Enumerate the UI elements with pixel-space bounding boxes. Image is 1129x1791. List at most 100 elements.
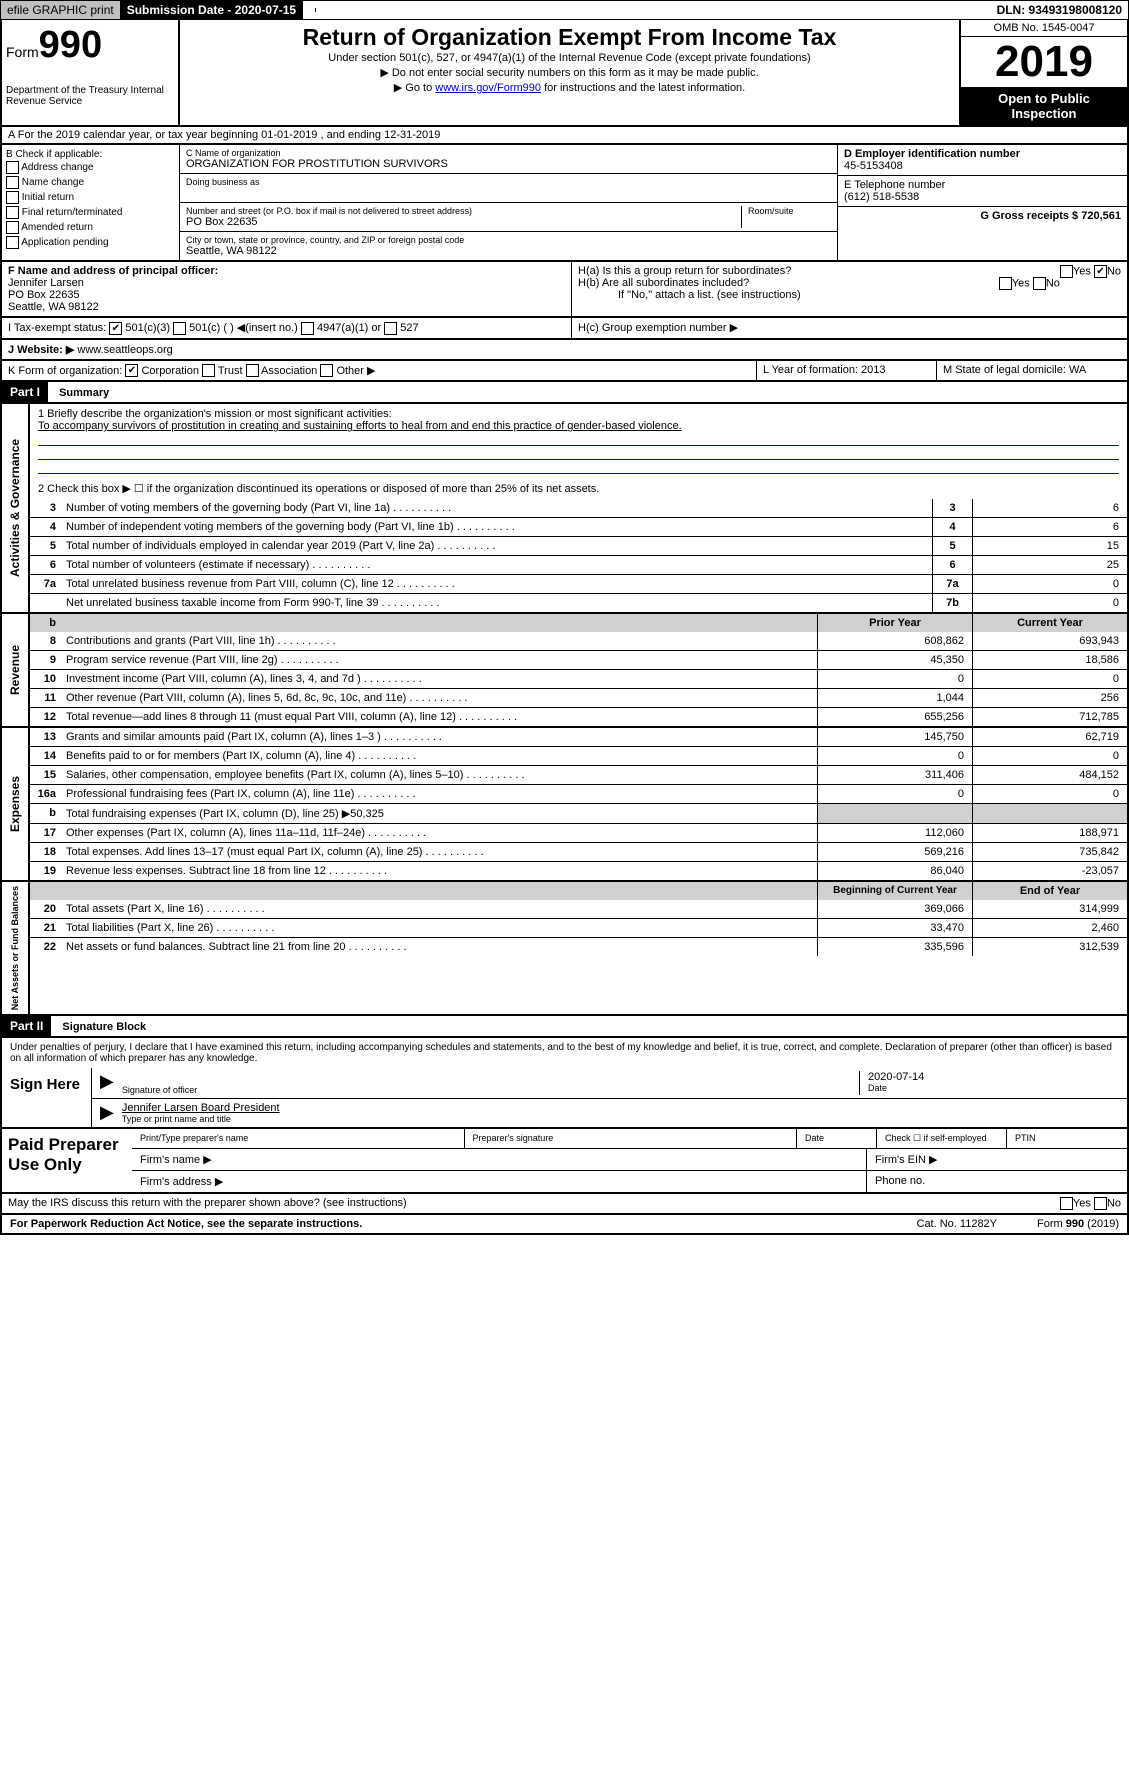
b-option[interactable]: Application pending: [6, 235, 175, 250]
phone: (612) 518-5538: [844, 191, 1121, 203]
summary-row: 6Total number of volunteers (estimate if…: [30, 555, 1127, 574]
dba-label: Doing business as: [186, 177, 831, 187]
perjury-text: Under penalties of perjury, I declare th…: [2, 1038, 1127, 1068]
i-501c[interactable]: [173, 322, 186, 335]
line-j: J Website: ▶ www.seattleops.org: [0, 340, 1129, 361]
i-501c3[interactable]: [109, 322, 122, 335]
ha-yes[interactable]: [1060, 265, 1073, 278]
org-address: PO Box 22635: [186, 216, 741, 228]
hdr-prior: Prior Year: [817, 614, 972, 632]
org-city: Seattle, WA 98122: [186, 245, 831, 257]
officer-addr2: Seattle, WA 98122: [8, 301, 565, 313]
k-trust[interactable]: [202, 364, 215, 377]
b-option[interactable]: Initial return: [6, 190, 175, 205]
sig-date: 2020-07-14: [868, 1071, 1119, 1083]
form-number: Form990: [6, 24, 174, 67]
expenses-section: Expenses 13Grants and similar amounts pa…: [0, 728, 1129, 882]
block-klm: K Form of organization: Corporation Trus…: [0, 361, 1129, 383]
form-header: Form990 Department of the Treasury Inter…: [0, 20, 1129, 127]
arrow-icon: ▶: [100, 1071, 122, 1095]
side-netassets: Net Assets or Fund Balances: [2, 882, 30, 1014]
part1-num: Part I: [2, 382, 48, 402]
ha-no[interactable]: [1094, 265, 1107, 278]
line-l: L Year of formation: 2013: [757, 361, 937, 381]
city-label: City or town, state or province, country…: [186, 235, 831, 245]
hc: H(c) Group exemption number ▶: [572, 318, 1127, 338]
dept-treasury: Department of the Treasury Internal Reve…: [6, 85, 174, 107]
side-revenue: Revenue: [2, 614, 30, 726]
b-option[interactable]: Amended return: [6, 220, 175, 235]
side-governance: Activities & Governance: [2, 404, 30, 612]
e-label: E Telephone number: [844, 179, 1121, 191]
sign-here: Sign Here: [2, 1068, 92, 1127]
b-option[interactable]: Name change: [6, 175, 175, 190]
i-527[interactable]: [384, 322, 397, 335]
mission-text: To accompany survivors of prostitution i…: [38, 420, 1119, 432]
line-m: M State of legal domicile: WA: [937, 361, 1127, 381]
d-label: D Employer identification number: [844, 148, 1020, 160]
block-ih: I Tax-exempt status: 501(c)(3) 501(c) ( …: [0, 318, 1129, 340]
firm-name: Firm's name ▶: [132, 1149, 867, 1170]
section-deg: D Employer identification number45-51534…: [837, 145, 1127, 260]
blank-cell: [303, 8, 316, 12]
c-label: C Name of organization: [186, 148, 831, 158]
firm-phone: Phone no.: [867, 1171, 1127, 1192]
officer-printed: Jennifer Larsen Board President: [122, 1102, 280, 1114]
part2-title: Signature Block: [54, 1019, 154, 1035]
hb: H(b) Are all subordinates included? Yes …: [578, 277, 1121, 289]
l2: 2 Check this box ▶ ☐ if the organization…: [30, 478, 1127, 499]
preparer-block: Paid Preparer Use Only Print/Type prepar…: [0, 1129, 1129, 1194]
line-k: K Form of organization: Corporation Trus…: [2, 361, 757, 381]
summary-row: 7aTotal unrelated business revenue from …: [30, 574, 1127, 593]
irs-link[interactable]: www.irs.gov/Form990: [435, 82, 541, 94]
f-label: F Name and address of principal officer:: [8, 265, 218, 277]
cat-no: Cat. No. 11282Y: [917, 1218, 998, 1230]
sig-date-label: Date: [868, 1083, 1119, 1093]
summary-row: 8Contributions and grants (Part VIII, li…: [30, 632, 1127, 650]
l1-label: 1 Briefly describe the organization's mi…: [38, 408, 1119, 420]
b-option[interactable]: Address change: [6, 160, 175, 175]
subtitle-3: ▶ Go to www.irs.gov/Form990 for instruct…: [184, 80, 955, 95]
prep-header: PTIN: [1007, 1129, 1127, 1148]
summary-row: 22Net assets or fund balances. Subtract …: [30, 937, 1127, 956]
room-label: Room/suite: [741, 206, 831, 228]
k-assoc[interactable]: [246, 364, 259, 377]
b-blank: b: [30, 614, 62, 632]
section-b: B Check if applicable: Address change Na…: [2, 145, 180, 260]
prep-header: Print/Type preparer's name: [132, 1129, 465, 1148]
firm-ein: Firm's EIN ▶: [867, 1149, 1127, 1170]
summary-row: 9Program service revenue (Part VIII, lin…: [30, 650, 1127, 669]
discuss-yes[interactable]: [1060, 1197, 1073, 1210]
summary-row: 4Number of independent voting members of…: [30, 517, 1127, 536]
part2-header: Part II Signature Block: [0, 1016, 1129, 1038]
hdr-end: End of Year: [972, 882, 1127, 900]
summary-row: 3Number of voting members of the governi…: [30, 499, 1127, 517]
i-4947[interactable]: [301, 322, 314, 335]
summary-row: bTotal fundraising expenses (Part IX, co…: [30, 803, 1127, 823]
summary-row: 10Investment income (Part VIII, column (…: [30, 669, 1127, 688]
summary-row: 13Grants and similar amounts paid (Part …: [30, 728, 1127, 746]
k-corp[interactable]: [125, 364, 138, 377]
subtitle-1: Under section 501(c), 527, or 4947(a)(1)…: [184, 51, 955, 65]
form-footer: For Paperwork Reduction Act Notice, see …: [0, 1215, 1129, 1235]
prep-header: Preparer's signature: [465, 1129, 798, 1148]
org-name: ORGANIZATION FOR PROSTITUTION SURVIVORS: [186, 158, 831, 170]
summary-row: Net unrelated business taxable income fr…: [30, 593, 1127, 612]
k-other[interactable]: [320, 364, 333, 377]
block-fh: F Name and address of principal officer:…: [0, 262, 1129, 318]
summary-row: 12Total revenue—add lines 8 through 11 (…: [30, 707, 1127, 726]
summary-row: 20Total assets (Part X, line 16)369,0663…: [30, 900, 1127, 918]
form-ref: Form 990 (2019): [1037, 1218, 1119, 1230]
hb-note: If "No," attach a list. (see instruction…: [578, 289, 1121, 301]
hb-no[interactable]: [1033, 277, 1046, 290]
discuss-no[interactable]: [1094, 1197, 1107, 1210]
omb-number: OMB No. 1545-0047: [961, 20, 1127, 37]
summary-row: 14Benefits paid to or for members (Part …: [30, 746, 1127, 765]
hb-yes[interactable]: [999, 277, 1012, 290]
discuss-row: May the IRS discuss this return with the…: [0, 1194, 1129, 1215]
summary-row: 16aProfessional fundraising fees (Part I…: [30, 784, 1127, 803]
b-option[interactable]: Final return/terminated: [6, 205, 175, 220]
j-label: J Website: ▶: [8, 344, 74, 356]
governance-section: Activities & Governance 1 Briefly descri…: [0, 404, 1129, 614]
g-receipts: G Gross receipts $ 720,561: [980, 210, 1121, 222]
